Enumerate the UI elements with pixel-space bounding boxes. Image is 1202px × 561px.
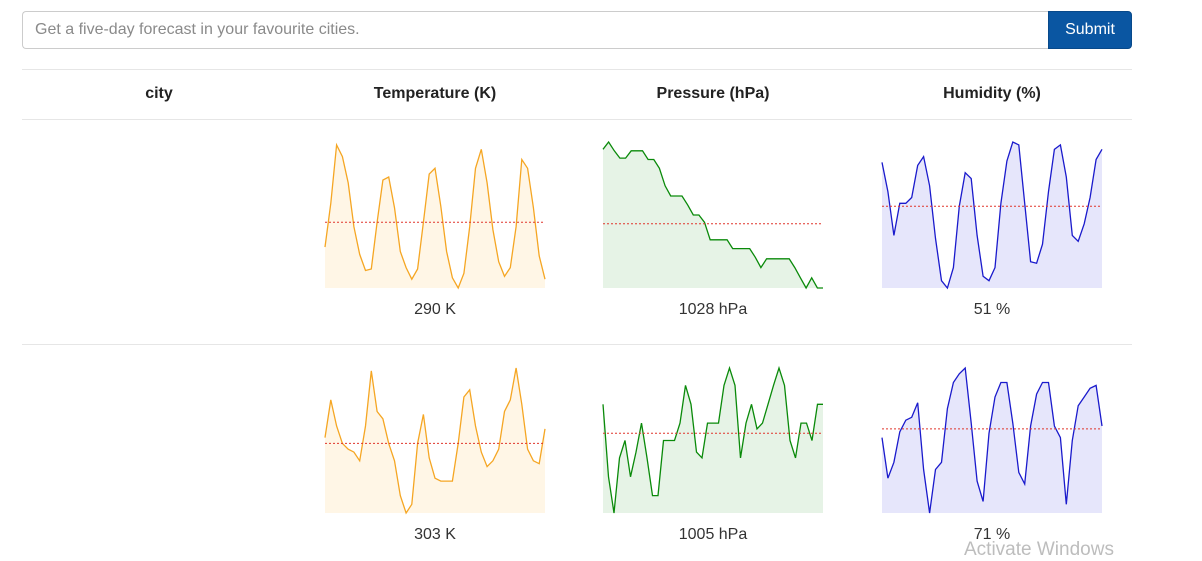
humidity-sparkline	[881, 140, 1103, 290]
sparkline-area	[603, 142, 823, 288]
sparkline-line	[602, 140, 823, 290]
pressure-average: 1005 hPa	[678, 526, 748, 543]
header-humidity: Humidity (%)	[943, 85, 1041, 102]
table-top-border	[22, 69, 1132, 70]
pressure-sparkline	[602, 140, 824, 290]
sparkline-line	[324, 367, 546, 515]
header-temperature: Temperature (K)	[373, 85, 497, 102]
sparkline-line	[881, 141, 1103, 290]
humidity-sparkline	[881, 366, 1103, 514]
humidity-average: 71 %	[973, 526, 1011, 543]
sparkline-area	[325, 144, 545, 288]
submit-button[interactable]: Submit	[1048, 11, 1132, 49]
header-pressure: Pressure (hPa)	[656, 85, 770, 102]
city-search-input[interactable]	[22, 11, 1048, 49]
pressure-average: 1028 hPa	[678, 301, 748, 318]
sparkline-area	[882, 142, 1102, 288]
header-city: city	[145, 85, 173, 102]
sparkline-line	[324, 142, 546, 290]
sparkline-area	[325, 368, 545, 513]
row-divider	[22, 344, 1132, 345]
temperature-average: 303 K	[414, 526, 456, 543]
activate-windows-watermark: Activate Windows	[964, 539, 1114, 560]
pressure-sparkline	[602, 365, 824, 514]
sparkline-line	[881, 366, 1103, 514]
temperature-average: 290 K	[414, 301, 456, 318]
header-bottom-border	[22, 119, 1132, 120]
sparkline-area	[882, 368, 1102, 513]
sparkline-area	[603, 368, 823, 513]
temperature-sparkline	[324, 140, 546, 290]
temperature-sparkline	[324, 366, 546, 515]
search-bar: Submit	[22, 11, 1132, 49]
humidity-average: 51 %	[973, 301, 1011, 318]
